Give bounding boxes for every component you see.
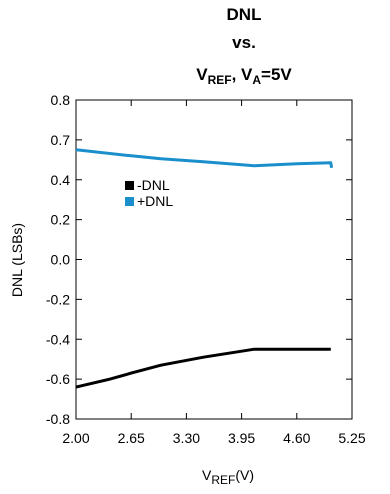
x-tick-label: 3.95 <box>228 430 255 446</box>
series-line-neg-dnl <box>75 347 331 389</box>
chart-title-line-1: DNL <box>227 5 262 24</box>
y-tick-label: 0.0 <box>51 252 71 268</box>
legend: -DNL +DNL <box>125 177 173 209</box>
y-tick-label: -0.8 <box>46 411 70 427</box>
chart-title-line-2: vs. <box>232 33 256 52</box>
y-tick-label: -0.4 <box>46 331 70 347</box>
y-axis-ticks: 0.8 0.7 0.4 0.2 0.0 -0.2 -0.4 -0.6 -0.8 <box>46 92 352 427</box>
legend-swatch-neg-dnl <box>125 181 134 190</box>
legend-label-pos-dnl: +DNL <box>137 193 173 209</box>
y-tick-label: 0.8 <box>51 92 71 108</box>
x-axis-label: VREF(V) <box>202 467 254 487</box>
plot-frame <box>75 99 353 420</box>
x-tick-label: 4.60 <box>283 430 310 446</box>
y-axis-label: DNL (LSBs) <box>9 223 25 297</box>
y-tick-label: 0.4 <box>51 172 71 188</box>
y-tick-label: -0.2 <box>46 291 70 307</box>
legend-swatch-pos-dnl <box>125 197 134 206</box>
chart-title-line-3: VREF, VA=5V <box>196 65 292 87</box>
x-tick-label: 5.25 <box>338 430 365 446</box>
x-tick-label: 2.00 <box>62 430 89 446</box>
legend-label-neg-dnl: -DNL <box>137 177 170 193</box>
series-line-pos-dnl <box>75 148 334 169</box>
x-tick-label: 3.30 <box>173 430 200 446</box>
x-tick-label: 2.65 <box>118 430 145 446</box>
y-tick-label: 0.7 <box>51 132 71 148</box>
y-tick-label: -0.6 <box>46 371 70 387</box>
y-tick-label: 0.2 <box>51 212 71 228</box>
x-axis-ticks: 2.00 2.65 3.30 3.95 4.60 5.25 <box>62 100 366 446</box>
